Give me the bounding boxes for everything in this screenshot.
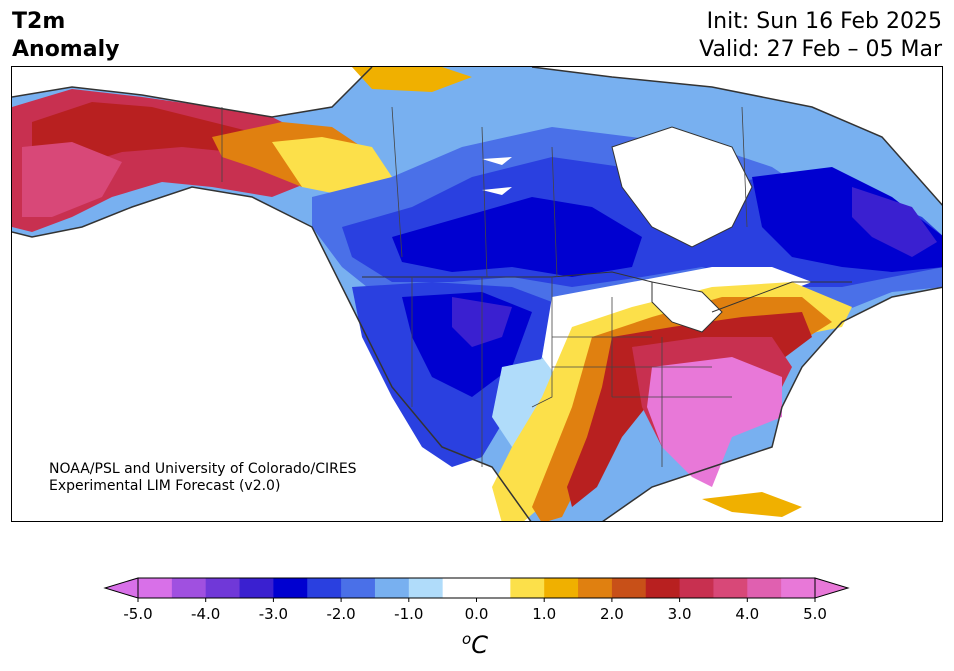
colorbar-tick-label: -1.0: [394, 605, 423, 623]
colorbar-segment: [171, 578, 207, 598]
colorbar-segment: [205, 578, 241, 598]
colorbar-segment: [307, 578, 342, 598]
southeast-magenta: [647, 357, 782, 487]
arctic-yellow: [352, 67, 472, 92]
unit-label: oC: [462, 630, 488, 659]
colorbar-tick-label: -5.0: [123, 605, 152, 623]
credit-text: NOAA/PSL and University of Colorado/CIRE…: [49, 461, 357, 495]
colorbar-segment: [442, 578, 477, 598]
colorbar-segment: [138, 578, 173, 598]
us-canada-border: [362, 271, 852, 313]
forecast-dates: Init: Sun 16 Feb 2025 Valid: 27 Feb – 05…: [699, 8, 942, 64]
valid-range: Valid: 27 Feb – 05 Mar: [699, 37, 942, 62]
colorbar-segment: [747, 578, 782, 598]
hudson-bay: [611, 126, 753, 248]
colorbar-tick-label: 5.0: [803, 605, 827, 623]
colorbar-segment: [341, 578, 376, 598]
credit-line-2: Experimental LIM Forecast (v2.0): [49, 478, 281, 494]
colorbar-tick-label: -4.0: [191, 605, 220, 623]
colorbar-high-extend: [814, 577, 850, 599]
canada-provinces: [221, 106, 748, 278]
lake-1: [482, 157, 512, 165]
colorbar-segment: [239, 578, 274, 598]
colorbar-tick-label: 2.0: [600, 605, 624, 623]
east-yellow: [492, 282, 852, 521]
colorbar-segment: [408, 578, 444, 598]
unit-degree: o: [462, 630, 472, 648]
quebec-purple: [852, 187, 937, 257]
init-date: Init: Sun 16 Feb 2025: [706, 9, 942, 34]
unit-celsius: C: [471, 631, 488, 659]
chart-title: T2m Anomaly: [12, 8, 119, 64]
colorbar-tick-label: 4.0: [735, 605, 759, 623]
lake-2: [482, 187, 512, 195]
colorbar-segment: [374, 578, 410, 598]
yukon-yellow: [272, 137, 392, 197]
credit-line-1: NOAA/PSL and University of Colorado/CIRE…: [49, 461, 357, 477]
cuba: [702, 492, 802, 517]
title-line-2: Anomaly: [12, 37, 120, 62]
colorbar-segment: [544, 578, 579, 598]
colorbar-tick-label: -2.0: [326, 605, 355, 623]
colorbar-segment: [679, 578, 714, 598]
colorbar-segment: [578, 578, 613, 598]
colorbar-segment: [510, 578, 545, 598]
anomaly-map: [11, 66, 943, 522]
colorbar-segment: [273, 578, 308, 598]
colorbar-segment: [645, 578, 681, 598]
colorbar-segments: [138, 578, 816, 598]
colorbar-low-extend: [103, 577, 139, 599]
colorbar-segment: [713, 578, 748, 598]
colorbar: -5.0 -4.0 -3.0 -2.0 -1.0 0.0 1.0 2.0 3.0 4.0 5.0: [103, 577, 850, 623]
state-lines: [411, 277, 732, 467]
colorbar-segment: [476, 578, 511, 598]
colorbar-tick-label: 3.0: [668, 605, 692, 623]
colorbar-ticks: -5.0 -4.0 -3.0 -2.0 -1.0 0.0 1.0 2.0 3.0 4.0 5.0: [123, 598, 827, 623]
map-svg: [12, 67, 942, 521]
colorbar-tick-label: 0.0: [465, 605, 489, 623]
colorbar-segment: [611, 578, 647, 598]
alaska-pink: [22, 142, 122, 217]
colorbar-tick-label: -3.0: [259, 605, 288, 623]
colorbar-segment: [781, 578, 816, 598]
great-lakes: [651, 281, 723, 333]
neutral-band: [542, 267, 812, 397]
coastline: [12, 67, 942, 521]
title-line-1: T2m: [12, 9, 66, 34]
east-orange: [532, 297, 832, 521]
colorbar-tick-label: 1.0: [532, 605, 556, 623]
canada-dark-1: [392, 197, 642, 277]
